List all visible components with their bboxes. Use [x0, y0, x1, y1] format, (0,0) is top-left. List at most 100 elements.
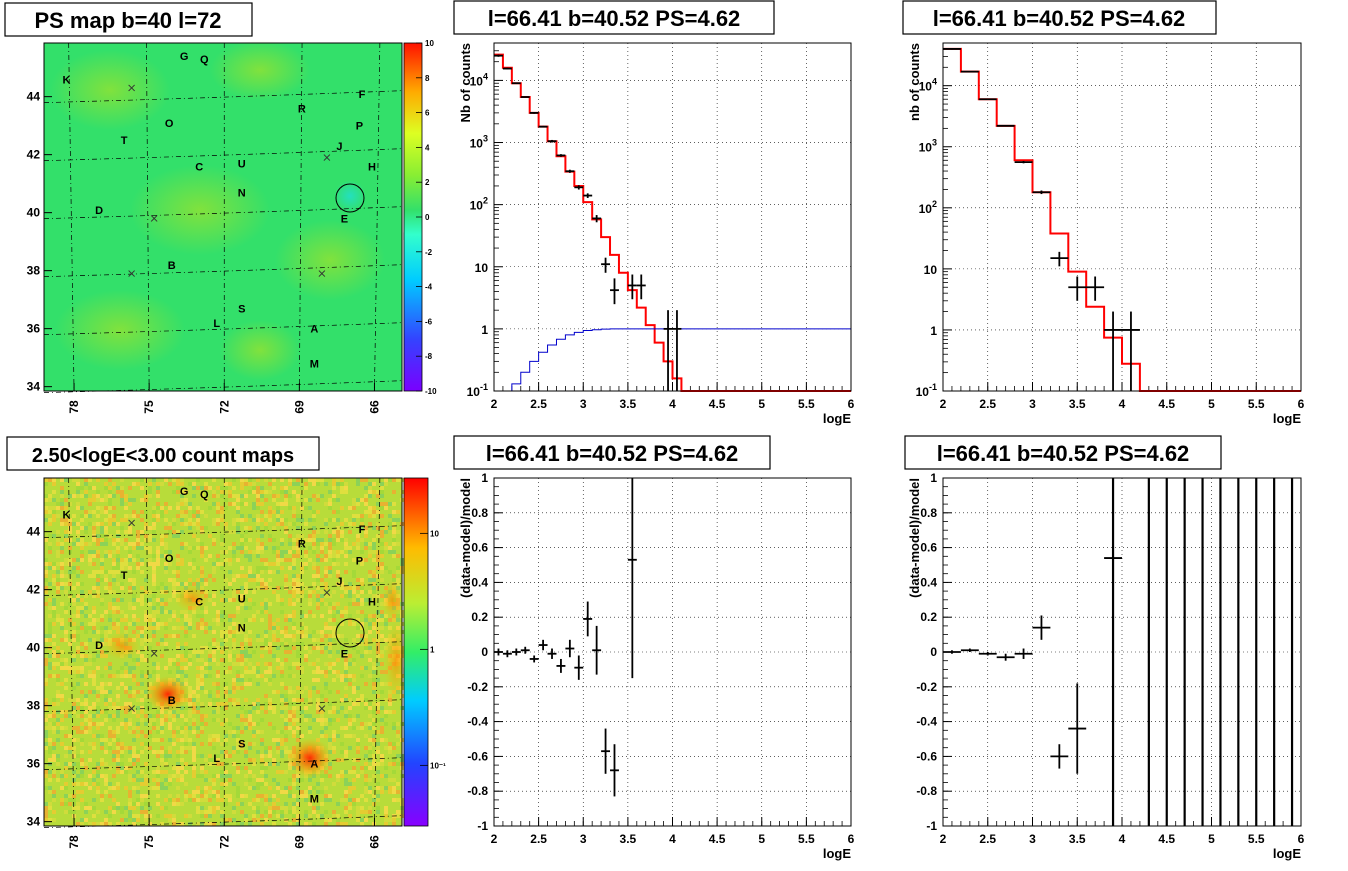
y-tick-label: 0 [481, 645, 488, 659]
y-axis-label: (data-model)/model [907, 478, 922, 598]
y-tick-label: 0.4 [471, 575, 488, 589]
source-marker [128, 519, 135, 527]
residual-right-title-box: l=66.41 b=40.52 PS=4.62 [904, 435, 1222, 470]
spectrum-left-title: l=66.41 b=40.52 PS=4.62 [488, 6, 741, 31]
x-axis-label: logE [1273, 846, 1301, 861]
source-label: M [310, 793, 319, 805]
grid-lon-line [68, 477, 75, 827]
ps-map-panel: KGQOTCUNDBSLAMRFPJHEI 787572696644424038… [4, 2, 437, 414]
x-tick-label: 4.5 [1158, 397, 1175, 411]
y-tick-label: 10 [924, 263, 938, 277]
y-tick-label: 0.6 [920, 541, 937, 555]
y-tick-label: 102 [919, 199, 937, 216]
source-label: K [63, 509, 71, 521]
ps-colorbar-label: -8 [425, 352, 433, 361]
map-y-tick: 36 [27, 757, 41, 771]
source-label: U [238, 593, 246, 605]
y-tick-label: -0.8 [916, 784, 937, 798]
x-tick-label: 2.5 [979, 397, 996, 411]
source-marker [128, 84, 135, 92]
count-map-title-box: 2.50<logE<3.00 count maps [6, 436, 320, 471]
count-colorbar-label: 10⁻¹ [430, 761, 446, 770]
x-tick-label: 3.5 [620, 832, 637, 846]
source-label: R [298, 103, 306, 115]
count-map-hotspots [104, 580, 408, 778]
source-marker [323, 154, 331, 161]
count-colorbar [403, 477, 429, 827]
x-tick-label: 5.5 [1248, 397, 1265, 411]
x-tick-label: 4 [669, 832, 676, 846]
spectrum-right-title-box: l=66.41 b=40.52 PS=4.62 [902, 0, 1217, 35]
source-label: E [341, 213, 348, 225]
source-marker [128, 270, 135, 277]
y-tick-label: -0.2 [467, 680, 488, 694]
plot-frame [942, 477, 1302, 827]
ps-colorbar-label: -4 [425, 283, 433, 292]
source-label: Q [200, 54, 209, 66]
count-map-sources: KGQOTCUNDBSLAMRFPJHEI [63, 486, 406, 805]
x-tick-label: 2 [491, 832, 498, 846]
ps-colorbar-label: 6 [425, 109, 430, 118]
y-tick-label: 1 [481, 323, 488, 337]
source-label: P [356, 556, 363, 568]
source-label: L [213, 753, 220, 765]
x-tick-label: 3 [1029, 832, 1036, 846]
map-x-tick: 69 [292, 400, 306, 414]
x-tick-label: 2.5 [530, 832, 547, 846]
source-marker [150, 215, 158, 222]
residual-right-chart: 2 2.5 3 3.5 4 4.5 5 5.5 6 -1 -0.8 -0.6 -0.4 -0.2 0 0.2 0… [907, 471, 1305, 861]
plot-frame [942, 42, 1302, 392]
source-marker [318, 705, 326, 712]
y-tick-label: 10 [475, 261, 489, 275]
grid-lon-line [374, 42, 381, 392]
map-x-tick: 66 [367, 835, 381, 849]
ps-colorbar-labels: 10 8 6 4 2 0 -2 -4 -6 -8 -10 [416, 39, 437, 396]
source-label: H [368, 596, 376, 608]
y-tick-label: -1 [926, 819, 937, 833]
map-y-tick: 42 [27, 148, 41, 162]
x-tick-label: 3.5 [1069, 832, 1086, 846]
x-tick-label: 4.5 [709, 397, 726, 411]
y-tick-label: 103 [470, 134, 488, 151]
y-tick-label: 0.4 [920, 575, 937, 589]
source-label: P [356, 121, 363, 133]
ps-colorbar-label: -6 [425, 317, 433, 326]
ps-colorbar-label: -2 [425, 248, 433, 257]
grid-lon-line [146, 42, 150, 392]
model-histogram-line [494, 53, 851, 392]
x-tick-label: 4.5 [709, 832, 726, 846]
x-tick-label: 2.5 [530, 397, 547, 411]
x-tick-label: 2.5 [979, 832, 996, 846]
ps-colorbar-label: -10 [425, 387, 437, 396]
residual-left-title: l=66.41 b=40.52 PS=4.62 [486, 441, 739, 466]
x-tick-label: 5 [758, 832, 765, 846]
ps-colorbar-label: 0 [425, 213, 430, 222]
ps-colorbar-label: 10 [425, 39, 434, 48]
y-tick-label: -0.8 [467, 784, 488, 798]
count-colorbar-label: 10 [430, 529, 439, 538]
source-label: S [238, 738, 245, 750]
y-tick-label: 1 [930, 471, 937, 485]
y-tick-label: 10-1 [916, 382, 937, 399]
map-x-tick: 69 [292, 835, 306, 849]
source-label: A [310, 759, 318, 771]
source-marker [150, 650, 158, 657]
ps-map-axes: 78 75 72 69 66 44 42 40 38 36 34 [27, 90, 382, 414]
count-colorbar-label: 1 [430, 645, 435, 654]
ps-map-title: PS map b=40 l=72 [34, 8, 221, 33]
y-tick-label: -0.4 [467, 715, 488, 729]
x-tick-label: 5 [1208, 832, 1215, 846]
source-marker [323, 589, 331, 596]
residual-right-title: l=66.41 b=40.52 PS=4.62 [937, 441, 1190, 466]
source-label: L [213, 318, 220, 330]
source-label: U [238, 158, 246, 170]
spectrum-right-title: l=66.41 b=40.52 PS=4.62 [933, 6, 1186, 31]
grid-lon-line [299, 477, 303, 827]
y-tick-label: 0.8 [920, 506, 937, 520]
grid-lon-line [299, 42, 303, 392]
ps-colorbar-label: 4 [425, 143, 430, 152]
ps-colorbar-label: 8 [425, 74, 430, 83]
map-y-tick: 36 [27, 322, 41, 336]
count-map-title: 2.50<logE<3.00 count maps [32, 445, 294, 467]
source-label: E [341, 648, 348, 660]
